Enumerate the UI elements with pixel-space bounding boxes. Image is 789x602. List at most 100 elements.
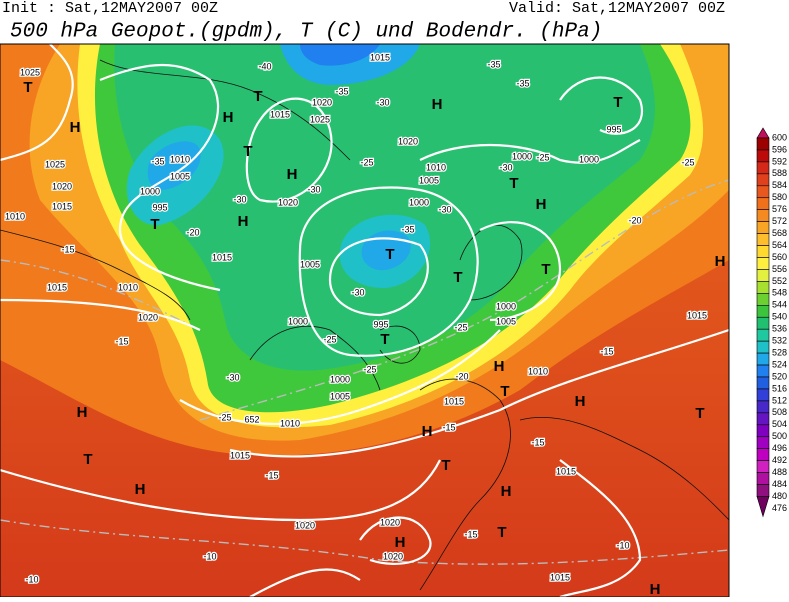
pressure-center-label: T [500,383,509,400]
colorbar-label: 512 [772,395,787,405]
pressure-center-label: H [287,166,298,183]
contour-label: 1020 [398,136,418,146]
cold-core-west-inner [147,141,201,190]
pressure-center-label: T [83,451,92,468]
cold-core-north-inner [300,44,380,66]
contour-label: -25 [363,364,376,374]
contour-label: -30 [351,287,364,297]
init-label: Init : Sat,12MAY2007 00Z [2,0,218,17]
colorbar-swatch [756,245,770,258]
contour-label: 1015 [370,52,390,62]
contour-label: 1010 [528,366,548,376]
colorbar-label: 584 [772,180,787,190]
contour-label: 1025 [45,159,65,169]
colorbar-label: 560 [772,252,787,262]
contour-label: -30 [376,97,389,107]
colorbar-label: 592 [772,156,787,166]
pressure-center-label: T [385,246,394,263]
contour-label: 1020 [383,551,403,561]
colorbar-swatch [756,293,770,306]
pressure-center-label: T [613,94,622,111]
pressure-center-label: H [238,213,249,230]
contour-label: -40 [258,61,271,71]
contour-label: 1025 [20,67,40,77]
contour-label: -35 [401,224,414,234]
contour-label: -35 [487,59,500,69]
contour-label: -30 [307,184,320,194]
colorbar-label: 524 [772,359,787,369]
pressure-center-label: T [441,457,450,474]
colorbar-label: 520 [772,371,787,381]
contour-label: 1015 [444,396,464,406]
contour-label: 1015 [556,466,576,476]
contour-label: 1020 [138,312,158,322]
pressure-center-label: T [541,261,550,278]
colorbar-label: 548 [772,288,787,298]
colorbar-label: 572 [772,216,787,226]
contour-label: 1010 [280,418,300,428]
contour-label: 1015 [212,252,232,262]
colorbar-label: 544 [772,300,787,310]
colorbar-label: 500 [772,431,787,441]
contour-label: 995 [373,319,388,329]
contour-label: 1020 [312,97,332,107]
pressure-center-label: H [70,119,81,136]
pressure-center-label: T [695,405,704,422]
contour-label: -20 [186,227,199,237]
colorbar-label: 528 [772,347,787,357]
valid-label: Valid: Sat,12MAY2007 00Z [509,0,725,17]
colorbar-label: 600 [772,132,787,142]
colorbar-label: 556 [772,264,787,274]
contour-label: -15 [115,336,128,346]
colorbar-swatch [756,137,770,151]
contour-label: -25 [218,412,231,422]
colorbar-swatch [756,173,770,187]
contour-label: -15 [442,422,455,432]
contour-label: -35 [151,156,164,166]
pressure-center-label: H [715,253,726,270]
colorbar: 600 596 592 588 584 580 576 572 568 564 560 556 552 5… [756,127,787,518]
contour-label: 1000 [140,186,160,196]
colorbar-swatch [756,161,770,175]
pressure-center-label: H [223,109,234,126]
coastlines [0,59,729,591]
contour-label: 1015 [550,572,570,582]
pressure-center-label: H [432,96,443,113]
contour-label: -15 [600,346,613,356]
pressure-center-label: T [380,331,389,348]
contour-label: -15 [531,437,544,447]
contour-label: 995 [152,202,167,212]
contour-label: 1015 [230,450,250,460]
pressure-center-label: H [422,423,433,440]
colorbar-label: 532 [772,336,787,346]
pressure-center-label: T [23,79,32,96]
contour-label: 1000 [409,197,429,207]
colorbar-swatch [756,496,770,518]
contour-label: -25 [360,157,373,167]
colorbar-swatch [756,436,770,449]
contour-label: -15 [265,470,278,480]
pressure-center-label: T [243,143,252,160]
colorbar-swatch [756,328,770,342]
colorbar-label: 496 [772,443,787,453]
pressure-center-label: H [650,581,661,597]
contour-label: 1020 [380,517,400,527]
colorbar-label: 552 [772,276,787,286]
contour-label: -15 [464,529,477,539]
colorbar-swatch [756,269,770,282]
contour-label: 652 [244,414,259,424]
pressure-center-label: H [135,481,146,498]
colorbar-label: 504 [772,419,787,429]
temperature-lines [0,179,729,565]
contour-label: -10 [25,574,38,584]
colorbar-label: 508 [772,407,787,417]
colorbar-swatch [756,376,770,390]
colorbar-label: 564 [772,240,787,250]
pressure-center-label: H [494,358,505,375]
contour-label: -25 [681,157,694,167]
colorbar-swatch [756,316,770,330]
contour-label: 1020 [278,197,298,207]
contour-label: -15 [61,244,74,254]
